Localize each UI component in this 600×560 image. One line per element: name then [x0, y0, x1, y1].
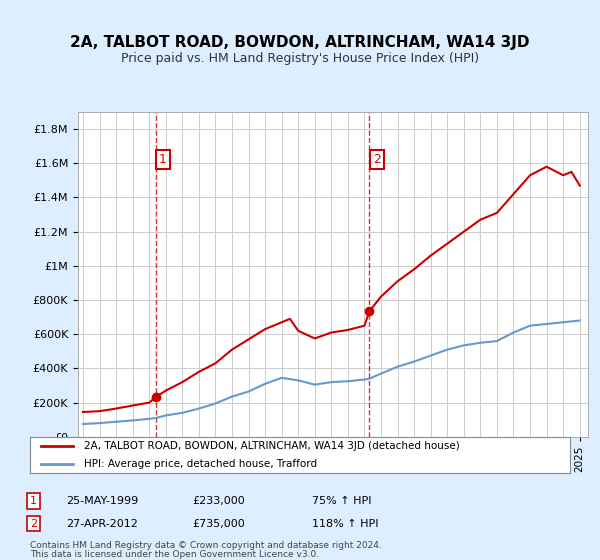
Text: 75% ↑ HPI: 75% ↑ HPI — [312, 496, 371, 506]
Text: 2: 2 — [30, 519, 37, 529]
Text: 1: 1 — [159, 153, 167, 166]
Text: 2A, TALBOT ROAD, BOWDON, ALTRINCHAM, WA14 3JD (detached house): 2A, TALBOT ROAD, BOWDON, ALTRINCHAM, WA1… — [84, 441, 460, 451]
Text: 25-MAY-1999: 25-MAY-1999 — [66, 496, 138, 506]
Text: Contains HM Land Registry data © Crown copyright and database right 2024.: Contains HM Land Registry data © Crown c… — [30, 542, 382, 550]
Text: HPI: Average price, detached house, Trafford: HPI: Average price, detached house, Traf… — [84, 459, 317, 469]
Text: 27-APR-2012: 27-APR-2012 — [66, 519, 138, 529]
Text: £735,000: £735,000 — [192, 519, 245, 529]
Text: This data is licensed under the Open Government Licence v3.0.: This data is licensed under the Open Gov… — [30, 550, 319, 559]
Text: 118% ↑ HPI: 118% ↑ HPI — [312, 519, 379, 529]
Text: £233,000: £233,000 — [192, 496, 245, 506]
Text: Price paid vs. HM Land Registry's House Price Index (HPI): Price paid vs. HM Land Registry's House … — [121, 52, 479, 66]
Text: 2: 2 — [373, 153, 380, 166]
Text: 2A, TALBOT ROAD, BOWDON, ALTRINCHAM, WA14 3JD: 2A, TALBOT ROAD, BOWDON, ALTRINCHAM, WA1… — [70, 35, 530, 49]
Text: 1: 1 — [30, 496, 37, 506]
